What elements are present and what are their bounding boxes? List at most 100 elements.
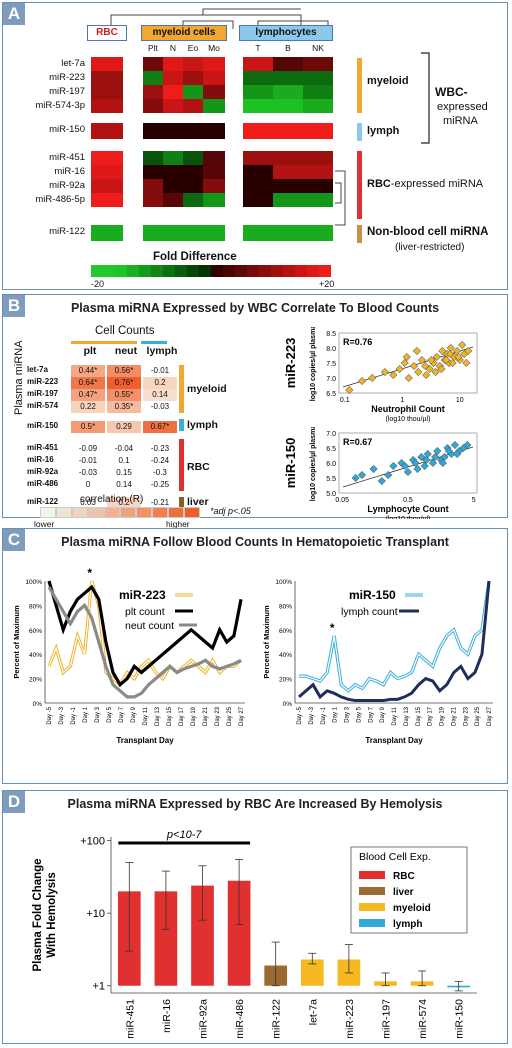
heatmap-cell — [203, 151, 225, 165]
corr-cell: 0.22 — [71, 401, 105, 413]
fold-max: +20 — [319, 279, 335, 289]
y-tick-label: 80% — [29, 603, 42, 610]
heatmap-cell — [243, 57, 273, 71]
corr-cell: 0.1 — [118, 456, 130, 465]
scatter-point — [437, 364, 446, 374]
corr-col-lymph: lymph — [146, 345, 178, 357]
scatter-point — [395, 364, 404, 374]
heatmap-cell — [163, 193, 183, 207]
heatmap-cell — [143, 179, 163, 193]
heatmap-cell — [303, 165, 333, 179]
x-tick-label: Day 21 — [203, 706, 209, 726]
x-tick-label: Day 19 — [440, 706, 446, 726]
scatter-point — [417, 452, 426, 462]
y-tick-label: 100% — [25, 579, 42, 586]
x-tick-label: Day 5 — [356, 706, 362, 722]
heatmap-cell — [303, 71, 333, 85]
x-axis-label: Transplant Day — [116, 736, 174, 745]
heatmap-cell — [163, 85, 183, 99]
x-tick-label: Day 7 — [119, 706, 125, 722]
heatmap-cell — [163, 225, 183, 241]
heatmap-cell — [243, 179, 273, 193]
series-line-inner — [299, 580, 490, 692]
corr-cell: 0.67* — [143, 421, 177, 433]
scatter-point — [404, 373, 413, 383]
corr-colorbar-step — [88, 507, 104, 518]
y-tick-label: 100% — [275, 579, 292, 586]
y-tick-label: 20% — [279, 677, 292, 684]
heatmap-cell — [243, 99, 273, 113]
heatmap-cell — [203, 165, 225, 179]
y-tick-label: +100 — [80, 836, 105, 848]
x-tick-label: miR-16 — [161, 999, 173, 1033]
x-tick-label: Day -5 — [297, 706, 303, 724]
fold-colorbar-step — [247, 265, 259, 277]
scatter-point — [384, 470, 393, 480]
heatmap-cell — [273, 165, 303, 179]
fold-colorbar-step — [139, 265, 151, 277]
fold-colorbar-step — [103, 265, 115, 277]
scatter-point — [432, 352, 441, 362]
fold-colorbar-step — [127, 265, 139, 277]
legend-label-myeloid: myeloid — [393, 903, 431, 914]
corr-row-label: miR-16 — [27, 455, 54, 464]
fold-colorbar-step — [175, 265, 187, 277]
row-label-mir-150: miR-150 — [49, 124, 85, 135]
corr-cell: -0.03 — [150, 402, 170, 411]
heatmap-cell — [243, 151, 273, 165]
scatter-point — [358, 376, 367, 386]
series-line-plt-count — [47, 580, 243, 688]
row-label-mir-92a: miR-92a — [49, 180, 85, 191]
x-tick-label: 10 — [456, 397, 464, 404]
fold-colorbar-step — [307, 265, 319, 277]
corr-colorbar-step — [184, 507, 200, 518]
scatter-point — [402, 352, 411, 362]
y-axis-label: log10 copies/µl plasma — [310, 327, 317, 401]
heatmap-cell — [163, 151, 183, 165]
x-tick-label: let-7a — [307, 999, 319, 1025]
heatmap-cell — [183, 225, 203, 241]
scatter-point — [403, 467, 412, 477]
heatmap-cell — [143, 151, 163, 165]
group-myeloid: myeloid cells — [141, 25, 227, 41]
row-label-mir-574-3p: miR-574-3p — [35, 100, 85, 111]
corr-colorbar-step — [104, 507, 120, 518]
y-tick-label: +10 — [86, 908, 105, 920]
panel-b-letter: B — [3, 295, 25, 317]
scatter-point — [454, 352, 463, 362]
x-tick-label: Day -3 — [309, 706, 315, 724]
scatter-point — [380, 367, 389, 377]
heatmap-cell — [91, 99, 123, 113]
scatter-mir150: 5.0 5.5 6.0 6.5 7.0 0.05 0.5 5 R=0.67 Lymphocyte … — [283, 427, 478, 519]
corr-cell: 0.03 — [80, 498, 96, 507]
scatter-point — [357, 470, 367, 480]
column-label-n: N — [169, 43, 177, 53]
heatmap-cell — [163, 71, 183, 85]
bar-rbc — [357, 151, 362, 219]
legend-title: Blood Cell Exp. — [359, 851, 431, 863]
heatmap-cell — [183, 57, 203, 71]
corr-row-label: miR-451 — [27, 443, 59, 452]
series-line-lymph-count — [298, 580, 491, 703]
scatter-point — [440, 452, 449, 462]
scatter-point — [453, 346, 462, 356]
series-line-inner — [48, 580, 242, 686]
panel-d-title: Plasma miRNA Expressed by RBC Are Increa… — [67, 797, 443, 811]
x-tick-label: miR-150 — [454, 999, 466, 1039]
bar-let-7a — [300, 959, 324, 986]
legend-mir223: miR-223 — [119, 588, 166, 602]
y-tick-label: 0% — [283, 701, 293, 708]
wbc-bracket — [421, 52, 430, 144]
y-tick-label: +1 — [92, 981, 105, 993]
corr-cell: -0.01 — [150, 366, 170, 375]
panel-b: B Plasma miRNA Expressed by WBC Correlat… — [2, 294, 508, 519]
scatter-point — [423, 449, 432, 459]
pval-label: p<10-7 — [166, 829, 202, 841]
row-label-mir-122: miR-122 — [49, 226, 85, 237]
heatmap-cell — [91, 123, 123, 139]
x-tick-label: Day 13 — [155, 706, 161, 726]
heatmap-cell — [273, 57, 303, 71]
scatter-point — [442, 355, 451, 365]
y-tick-label: 7.5 — [326, 361, 336, 368]
label-b-myeloid: myeloid — [187, 383, 227, 395]
